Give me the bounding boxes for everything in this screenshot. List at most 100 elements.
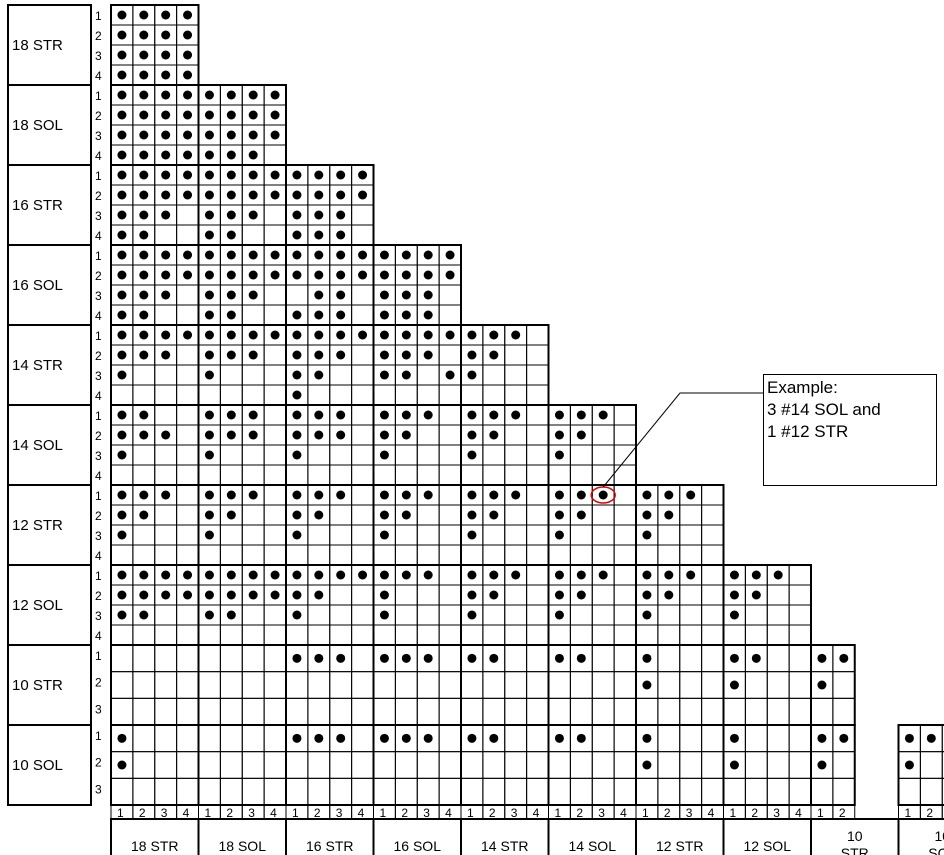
wire-dot bbox=[226, 350, 236, 360]
wire-dot bbox=[336, 230, 346, 240]
grid-cell bbox=[504, 524, 528, 546]
grid-cell bbox=[154, 304, 178, 326]
grid-cell bbox=[613, 424, 637, 446]
grid-cell bbox=[176, 751, 199, 779]
wire-dot bbox=[139, 270, 149, 280]
grid-cell bbox=[526, 464, 549, 486]
wire-dot bbox=[314, 570, 324, 580]
grid-cell bbox=[307, 671, 331, 699]
wire-dot bbox=[314, 330, 324, 340]
wire-dot bbox=[467, 510, 477, 520]
wire-dot bbox=[445, 370, 455, 380]
grid-cell bbox=[482, 697, 506, 726]
wire-dot bbox=[576, 510, 586, 520]
wire-dot bbox=[401, 510, 411, 520]
grid-cell bbox=[438, 304, 462, 326]
grid-cell bbox=[526, 624, 549, 646]
wire-dot bbox=[204, 430, 214, 440]
wire-dot bbox=[226, 210, 236, 220]
grid-cell bbox=[329, 524, 353, 546]
wire-dot bbox=[161, 190, 171, 200]
col-sub-number: 3 bbox=[686, 806, 693, 820]
wire-dot bbox=[423, 410, 433, 420]
grid-cell bbox=[307, 751, 331, 779]
example-callout: Example: 3 #14 SOL and 1 #12 STR bbox=[763, 374, 937, 486]
grid-cell bbox=[176, 671, 199, 699]
grid-cell bbox=[263, 224, 287, 246]
wire-dot bbox=[554, 733, 564, 743]
grid-cell bbox=[504, 344, 528, 366]
wire-dot bbox=[576, 570, 586, 580]
wire-dot bbox=[161, 10, 171, 20]
grid-cell bbox=[154, 751, 178, 779]
grid-cell bbox=[723, 624, 746, 646]
grid-cell bbox=[504, 364, 528, 386]
grid-cell bbox=[198, 544, 221, 566]
grid-cell bbox=[788, 671, 812, 699]
wire-dot bbox=[314, 290, 324, 300]
grid-cell bbox=[263, 697, 287, 726]
wire-dot bbox=[379, 510, 389, 520]
grid-cell bbox=[351, 304, 374, 326]
wire-dot bbox=[226, 90, 236, 100]
wire-dot bbox=[204, 150, 214, 160]
grid-cell bbox=[307, 697, 331, 726]
wire-dot bbox=[751, 590, 761, 600]
row-sub-number: 3 bbox=[95, 782, 102, 796]
col-label-box bbox=[897, 818, 944, 855]
row-label: 16 STR bbox=[12, 197, 63, 214]
wire-dot bbox=[642, 733, 652, 743]
wire-dot bbox=[554, 450, 564, 460]
col-label: STR bbox=[841, 845, 869, 855]
col-sub-number: 1 bbox=[730, 806, 737, 820]
wire-dot bbox=[729, 680, 739, 690]
grid-cell bbox=[788, 564, 812, 586]
wire-dot bbox=[161, 430, 171, 440]
wire-dot bbox=[467, 733, 477, 743]
wire-dot bbox=[467, 350, 477, 360]
grid-cell bbox=[591, 464, 615, 486]
grid-cell bbox=[307, 464, 331, 486]
grid-cell bbox=[154, 364, 178, 386]
wire-dot bbox=[117, 370, 127, 380]
col-sub-number: 3 bbox=[423, 806, 430, 820]
wire-dot bbox=[117, 270, 127, 280]
wire-dot bbox=[226, 130, 236, 140]
wire-dot bbox=[314, 370, 324, 380]
row-sub-number: 1 bbox=[95, 729, 102, 743]
wire-dot bbox=[729, 733, 739, 743]
wire-dot bbox=[139, 490, 149, 500]
col-label: 12 SOL bbox=[744, 838, 792, 854]
row-label: 16 SOL bbox=[12, 277, 63, 294]
grid-cell bbox=[132, 751, 156, 779]
grid-cell bbox=[701, 777, 724, 806]
grid-cell bbox=[438, 751, 462, 779]
grid-cell bbox=[460, 697, 484, 726]
wire-dot bbox=[467, 590, 477, 600]
grid-cell bbox=[766, 604, 790, 626]
grid-cell bbox=[679, 671, 703, 699]
wire-dot bbox=[401, 350, 411, 360]
grid-cell bbox=[613, 564, 637, 586]
grid-cell bbox=[482, 671, 506, 699]
grid-cell bbox=[416, 697, 440, 726]
grid-cell bbox=[635, 697, 659, 726]
grid-cell bbox=[219, 464, 243, 486]
wire-dot bbox=[598, 570, 608, 580]
grid-cell bbox=[548, 751, 571, 779]
col-sub-number: 2 bbox=[401, 806, 408, 820]
grid-cell bbox=[176, 697, 199, 726]
wire-dot bbox=[270, 570, 280, 580]
grid-cell bbox=[504, 624, 528, 646]
grid-cell bbox=[110, 671, 134, 699]
wire-dot bbox=[117, 590, 127, 600]
wire-dot bbox=[314, 230, 324, 240]
wire-dot bbox=[292, 170, 302, 180]
wire-dot bbox=[511, 570, 521, 580]
grid-cell bbox=[613, 484, 637, 506]
col-sub-number: 1 bbox=[205, 806, 212, 820]
grid-cell bbox=[504, 544, 528, 566]
grid-cell bbox=[329, 544, 353, 566]
grid-cell bbox=[438, 504, 462, 526]
grid-cell bbox=[679, 724, 703, 753]
